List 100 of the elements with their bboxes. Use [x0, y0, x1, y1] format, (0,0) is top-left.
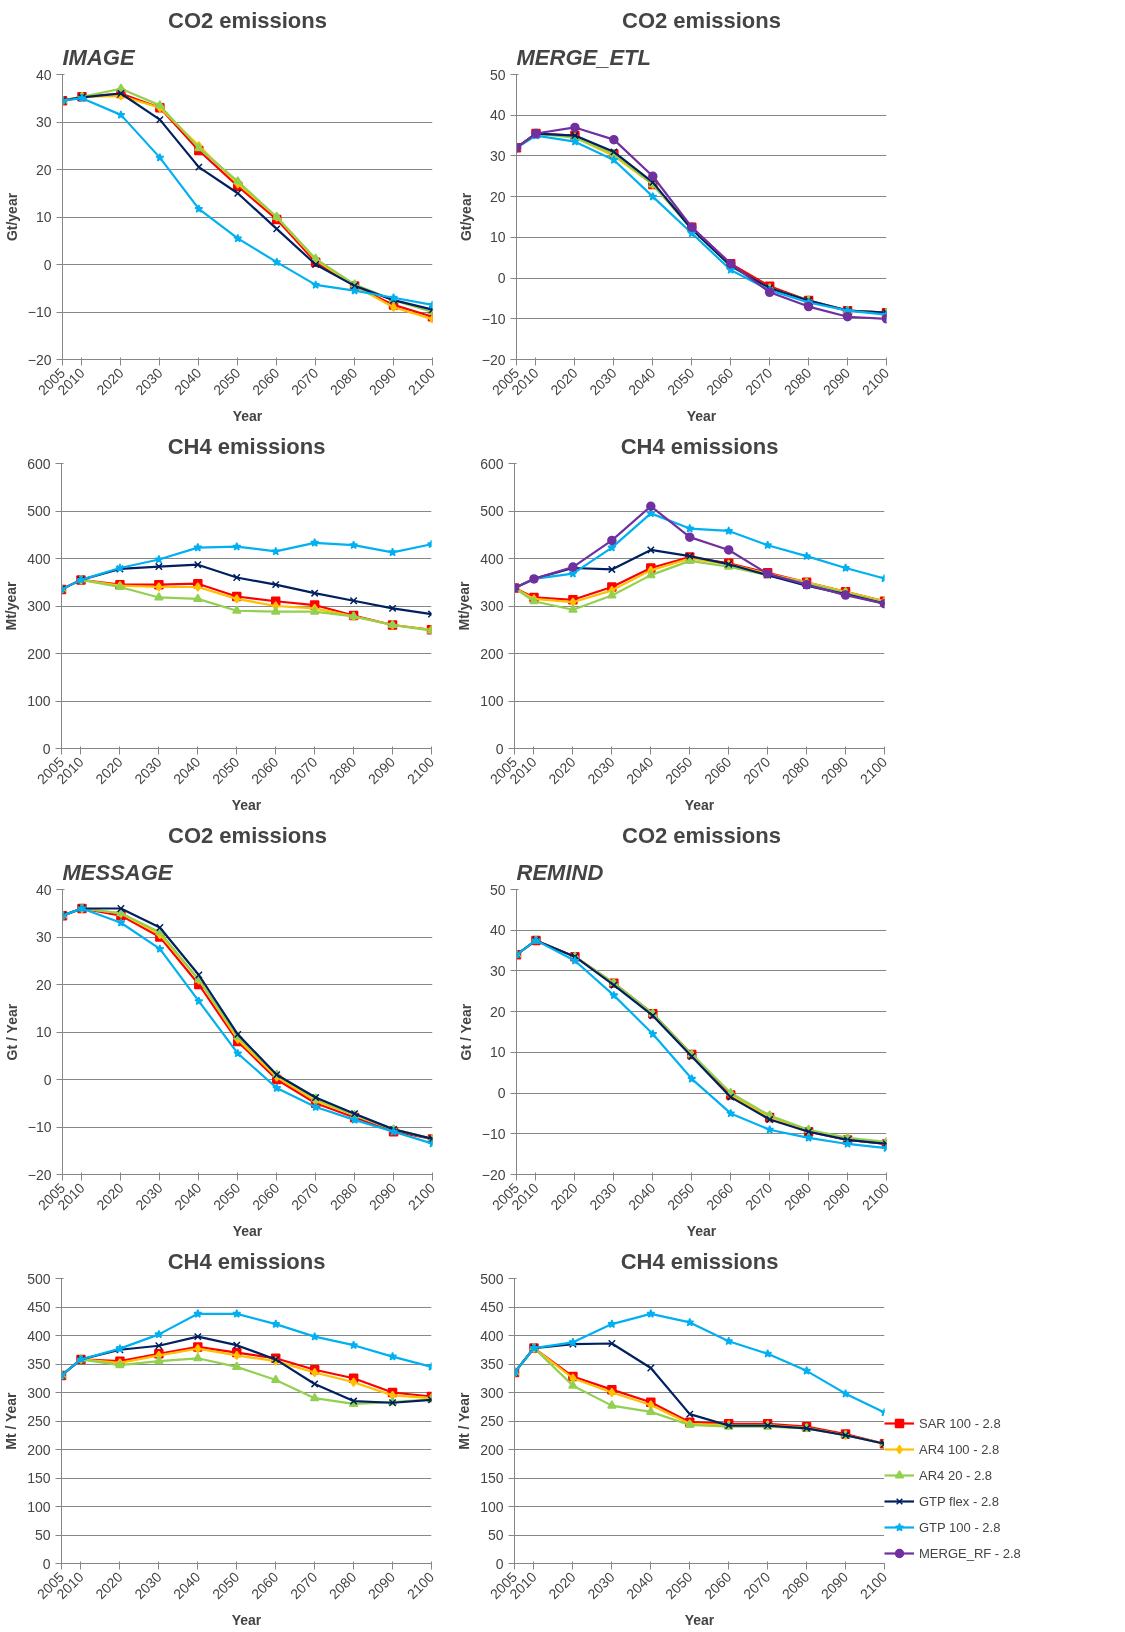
- y-tick-label: 200: [27, 1441, 51, 1458]
- y-tick-label: 40: [35, 66, 52, 83]
- y-tick-label: 20: [35, 976, 52, 993]
- y-tick-label: 40: [35, 881, 52, 898]
- y-tick-label: 600: [27, 455, 51, 472]
- y-axis-title: Gt / Year: [3, 1003, 20, 1061]
- y-axis-title: Gt / Year: [457, 1003, 474, 1061]
- x-axis-title: Year: [231, 796, 262, 813]
- y-tick-label: −10: [27, 1119, 52, 1135]
- y-tick-label: −20: [481, 351, 506, 368]
- x-axis-title: Year: [684, 1611, 715, 1628]
- y-tick-label: 10: [35, 1024, 52, 1040]
- y-tick-label: 40: [489, 107, 506, 124]
- y-tick-label: 400: [27, 550, 51, 567]
- y-axis-title: Gt/year: [457, 192, 474, 242]
- chart-title: CO2 emissions: [168, 7, 327, 33]
- y-tick-label: 250: [27, 1413, 51, 1429]
- text: MESSAGE: [62, 859, 174, 885]
- y-tick-label: 500: [480, 1270, 504, 1287]
- y-axis-title: Mt / Year: [3, 1391, 20, 1450]
- y-tick-label: 20: [489, 188, 506, 205]
- y-tick-label: 500: [27, 503, 51, 519]
- y-axis-title: Gt/year: [3, 192, 20, 242]
- y-tick-label: −10: [481, 310, 506, 327]
- y-tick-label: 400: [480, 1327, 504, 1344]
- x-axis-title: Year: [684, 796, 715, 813]
- y-tick-label: 450: [27, 1299, 51, 1315]
- y-tick-label: 10: [35, 209, 52, 225]
- chart-title: CO2 emissions: [168, 822, 327, 848]
- y-tick-label: 30: [489, 962, 506, 979]
- y-tick-label: 10: [489, 229, 506, 246]
- y-tick-label: 200: [480, 645, 504, 662]
- y-tick-label: −10: [27, 304, 52, 320]
- y-tick-label: 200: [27, 645, 51, 662]
- y-tick-label: 100: [480, 1498, 504, 1515]
- y-tick-label: 30: [489, 147, 506, 164]
- y-tick-label: 250: [480, 1413, 504, 1429]
- y-tick-label: 0: [497, 270, 506, 287]
- y-tick-label: −20: [481, 1166, 506, 1183]
- y-tick-label: 20: [489, 1003, 506, 1020]
- text: REMIND: [516, 859, 604, 885]
- x-axis-title: Year: [231, 1611, 262, 1628]
- y-tick-label: 0: [497, 1085, 506, 1102]
- y-tick-label: 0: [43, 1071, 52, 1088]
- y-tick-label: 350: [480, 1356, 504, 1372]
- y-tick-label: 50: [34, 1527, 51, 1543]
- y-tick-label: 300: [480, 598, 504, 614]
- y-tick-label: 350: [27, 1356, 51, 1372]
- y-tick-label: 0: [42, 1555, 51, 1572]
- y-tick-label: 0: [42, 740, 51, 757]
- y-axis-title: Mt/year: [3, 580, 20, 631]
- chart-title: CH4 emissions: [620, 433, 779, 459]
- y-tick-label: 0: [495, 740, 504, 757]
- legend-label: AR4 20 - 2.8: [919, 1467, 992, 1483]
- y-tick-label: 10: [489, 1044, 506, 1061]
- chart-title: CH4 emissions: [167, 433, 326, 459]
- y-tick-label: 50: [487, 1527, 504, 1543]
- chart-title: CH4 emissions: [620, 1248, 779, 1274]
- legend-label: MERGE_RF - 2.8: [919, 1545, 1021, 1561]
- y-tick-label: −20: [27, 351, 52, 368]
- chart-title: CH4 emissions: [167, 1248, 326, 1274]
- y-tick-label: 30: [35, 114, 52, 130]
- y-tick-label: 400: [27, 1327, 51, 1344]
- x-axis-title: Year: [232, 1222, 263, 1239]
- y-tick-label: 500: [27, 1270, 51, 1287]
- y-tick-label: 400: [480, 550, 504, 567]
- text: IMAGE: [62, 44, 136, 70]
- y-tick-label: 100: [480, 693, 504, 709]
- y-tick-label: 600: [480, 455, 504, 472]
- y-tick-label: 50: [489, 66, 506, 83]
- y-tick-label: 150: [480, 1470, 504, 1486]
- x-axis-title: Year: [232, 407, 263, 424]
- y-tick-label: 20: [35, 161, 52, 178]
- y-tick-label: −10: [481, 1125, 506, 1142]
- x-axis-title: Year: [686, 1222, 717, 1239]
- text: MERGE_ETL: [516, 44, 651, 70]
- y-tick-label: 200: [480, 1441, 504, 1458]
- chart-title: CO2 emissions: [622, 7, 781, 33]
- y-tick-label: 30: [35, 929, 52, 945]
- y-axis-title: Mt / Year: [456, 1391, 473, 1450]
- y-tick-label: 0: [495, 1555, 504, 1572]
- y-axis-title: Mt/year: [456, 580, 473, 631]
- y-tick-label: 50: [489, 881, 506, 898]
- legend-label: GTP flex - 2.8: [919, 1493, 999, 1509]
- y-tick-label: 500: [480, 503, 504, 519]
- y-tick-label: 450: [480, 1299, 504, 1315]
- y-tick-label: −20: [27, 1166, 52, 1183]
- y-tick-label: 300: [27, 598, 51, 614]
- y-tick-label: 100: [27, 1498, 51, 1515]
- y-tick-label: 300: [27, 1384, 51, 1401]
- chart-title: CO2 emissions: [622, 822, 781, 848]
- y-tick-label: 40: [489, 922, 506, 939]
- y-tick-label: 0: [43, 256, 52, 273]
- legend-label: SAR 100 - 2.8: [919, 1415, 1001, 1431]
- legend-label: GTP 100 - 2.8: [919, 1519, 1001, 1535]
- y-tick-label: 300: [480, 1384, 504, 1401]
- y-tick-label: 150: [27, 1470, 51, 1486]
- x-axis-title: Year: [686, 407, 717, 424]
- legend-label: AR4 100 - 2.8: [919, 1441, 1000, 1457]
- y-tick-label: 100: [27, 693, 51, 709]
